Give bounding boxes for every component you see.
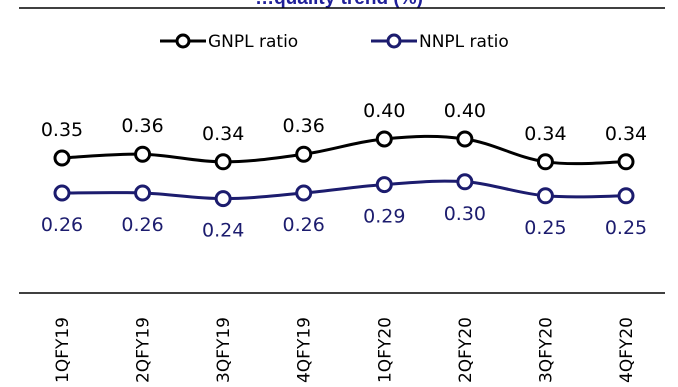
legend: GNPL ratio NNPL ratio <box>160 32 509 52</box>
x-tick-label: 4QFY19 <box>295 317 315 383</box>
legend-item-gnpl: GNPL ratio <box>160 32 298 52</box>
legend-swatch-marker <box>386 33 402 49</box>
data-label-gnpl: 0.34 <box>605 123 647 145</box>
data-label-nnpl: 0.25 <box>605 217 647 239</box>
data-label-gnpl: 0.40 <box>444 100 486 122</box>
data-point-nnpl <box>456 173 474 191</box>
data-point-nnpl <box>617 187 635 205</box>
data-label-gnpl: 0.34 <box>524 123 566 145</box>
legend-item-nnpl: NNPL ratio <box>371 32 509 52</box>
data-point-gnpl <box>214 153 232 171</box>
data-label-gnpl: 0.34 <box>202 123 244 145</box>
chart-title: …quality trend (%) <box>255 0 423 9</box>
x-tick-label: 1QFY20 <box>375 317 395 383</box>
data-label-nnpl: 0.29 <box>363 206 405 228</box>
data-point-gnpl <box>536 153 554 171</box>
data-label-nnpl: 0.26 <box>121 214 163 236</box>
x-tick-label: 4QFY20 <box>617 317 637 383</box>
data-label-gnpl: 0.40 <box>363 100 405 122</box>
x-tick-label: 1QFY19 <box>53 317 73 383</box>
data-label-gnpl: 0.36 <box>121 115 163 137</box>
data-point-nnpl <box>375 176 393 194</box>
data-label-nnpl: 0.24 <box>202 220 244 242</box>
data-point-gnpl <box>456 130 474 148</box>
data-point-nnpl <box>536 187 554 205</box>
data-point-gnpl <box>134 145 152 163</box>
data-label-nnpl: 0.26 <box>283 214 325 236</box>
data-point-nnpl <box>134 184 152 202</box>
series-gnpl: 0.35 0.36 0.34 0.36 0.40 0.40 0.34 0.34 <box>41 100 647 171</box>
data-point-gnpl <box>53 149 71 167</box>
x-tick-label: 3QFY19 <box>214 317 234 383</box>
data-label-gnpl: 0.36 <box>283 115 325 137</box>
x-tick-label: 3QFY20 <box>536 317 556 383</box>
data-point-nnpl <box>53 184 71 202</box>
data-point-nnpl <box>295 184 313 202</box>
data-label-nnpl: 0.26 <box>41 214 83 236</box>
data-point-gnpl <box>375 130 393 148</box>
x-axis-ticks: 1QFY19 2QFY19 3QFY19 4QFY19 1QFY20 2QFY20 3QFY… <box>53 317 637 383</box>
legend-label: NNPL ratio <box>419 32 509 52</box>
legend-swatch-marker <box>175 33 191 49</box>
data-label-nnpl: 0.25 <box>524 217 566 239</box>
legend-label: GNPL ratio <box>208 32 298 52</box>
data-label-nnpl: 0.30 <box>444 203 486 225</box>
data-point-gnpl <box>617 153 635 171</box>
data-point-nnpl <box>214 190 232 208</box>
data-point-gnpl <box>295 145 313 163</box>
x-tick-label: 2QFY20 <box>456 317 476 383</box>
x-tick-label: 2QFY19 <box>134 317 154 383</box>
data-label-gnpl: 0.35 <box>41 119 83 141</box>
series-line-nnpl <box>60 179 628 201</box>
series-nnpl: 0.26 0.26 0.24 0.26 0.29 0.30 0.25 0.25 <box>41 173 647 242</box>
